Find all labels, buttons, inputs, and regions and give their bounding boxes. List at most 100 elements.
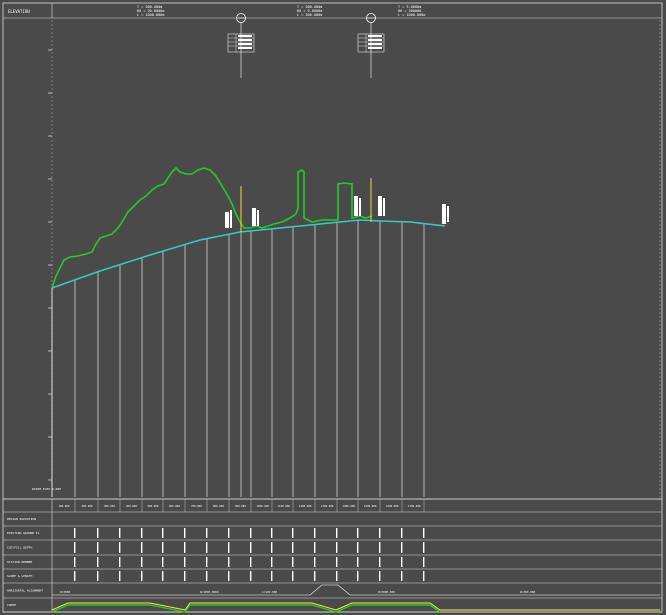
pi-marker-2[interactable] bbox=[366, 13, 376, 79]
table-value-mark bbox=[119, 557, 121, 567]
table-value-mark bbox=[97, 528, 99, 538]
station-value: 200.000 bbox=[82, 504, 93, 508]
station-value: 400.000 bbox=[126, 504, 137, 508]
curve-block-2: T = 300.000m R0 = 3.0000m L = 300.000m bbox=[297, 5, 322, 17]
info-box-2 bbox=[357, 33, 385, 53]
table-value-mark bbox=[250, 528, 252, 538]
table-value-mark bbox=[336, 571, 338, 581]
design-profile-line[interactable] bbox=[51, 219, 446, 289]
table-value-mark bbox=[228, 571, 230, 581]
svg-text:R0 = 300000: R0 = 300000 bbox=[398, 9, 421, 13]
table-value-mark bbox=[314, 542, 316, 553]
table-value-mark bbox=[401, 557, 403, 567]
svg-text:R0 = 3.0000m: R0 = 3.0000m bbox=[297, 9, 322, 13]
station-value: 700.000 bbox=[191, 504, 202, 508]
curve-block-3: T = 3.0000m R0 = 300000 L = 1000.000m bbox=[398, 5, 425, 17]
station-lines bbox=[74, 220, 425, 497]
curve-row-text: R=3000 bbox=[60, 590, 70, 594]
profile-annotation-1 bbox=[225, 210, 232, 228]
table-value-mark bbox=[423, 557, 425, 567]
table-value-mark bbox=[292, 528, 294, 538]
table-value-mark bbox=[97, 571, 99, 581]
table-value-mark bbox=[357, 542, 359, 553]
svg-text:R0 = 30.0000m: R0 = 30.0000m bbox=[137, 9, 164, 13]
table-value-mark bbox=[379, 571, 381, 581]
table-value-mark bbox=[314, 557, 316, 567]
table-value-mark bbox=[250, 571, 252, 581]
station-value: 800.000 bbox=[213, 504, 224, 508]
table-value-mark bbox=[423, 571, 425, 581]
svg-text:L = 300.000m: L = 300.000m bbox=[297, 13, 322, 17]
table-value-mark bbox=[357, 571, 359, 581]
svg-text:T = 300.000m: T = 300.000m bbox=[297, 5, 322, 9]
table-value-mark bbox=[206, 557, 208, 567]
table-row-label: EXISTING GROUND EL bbox=[7, 531, 40, 535]
curve-row-text: R=3000.000 bbox=[378, 590, 395, 594]
station-value: 600.000 bbox=[169, 504, 180, 508]
station-value: 900.000 bbox=[235, 504, 246, 508]
table-value-mark bbox=[206, 528, 208, 538]
table-value-mark bbox=[184, 528, 186, 538]
table-value-mark bbox=[228, 557, 230, 567]
table-value-mark bbox=[423, 542, 425, 553]
station-value: 500.000 bbox=[148, 504, 159, 508]
station-value: 1200.000 bbox=[299, 504, 312, 508]
table-value-mark bbox=[141, 557, 143, 567]
profile-annotation-4 bbox=[378, 196, 385, 216]
station-value: 300.000 bbox=[104, 504, 115, 508]
table-row-label: HORIZONTAL ALIGNMENT bbox=[7, 589, 43, 593]
table-value-mark bbox=[74, 542, 76, 553]
table-value-mark bbox=[336, 542, 338, 553]
station-value: 1500.000 bbox=[364, 504, 377, 508]
table-value-mark bbox=[141, 542, 143, 553]
table-value-mark bbox=[162, 542, 164, 553]
table-value-mark bbox=[314, 571, 316, 581]
curve-row-text: R=300.000 bbox=[520, 590, 535, 594]
table-value-mark bbox=[357, 528, 359, 538]
station-value: 1300.000 bbox=[321, 504, 334, 508]
table-value-mark bbox=[250, 542, 252, 553]
table-value-mark bbox=[250, 557, 252, 567]
curve-row-text: L=100.000 bbox=[262, 590, 277, 594]
profile-annotation-3 bbox=[354, 196, 361, 216]
table-value-mark bbox=[271, 542, 273, 553]
table-value-mark bbox=[141, 571, 143, 581]
table-value-mark bbox=[292, 542, 294, 553]
svg-text:T = 300.000m: T = 300.000m bbox=[137, 5, 162, 9]
table-value-mark bbox=[184, 571, 186, 581]
profile-annotation-2 bbox=[252, 208, 259, 226]
svg-text:L = 1000.000m: L = 1000.000m bbox=[137, 13, 164, 17]
table-value-mark bbox=[74, 571, 76, 581]
curve-block-1: T = 300.000m R0 = 30.0000m L = 1000.000m bbox=[137, 5, 164, 17]
table-value-mark bbox=[336, 528, 338, 538]
table-row-label: DESIGN ELEVATION bbox=[7, 517, 36, 521]
station-value: 1100.000 bbox=[278, 504, 291, 508]
table-value-mark bbox=[119, 528, 121, 538]
table-value-mark bbox=[401, 528, 403, 538]
table-value-mark bbox=[423, 528, 425, 538]
existing-ground-line[interactable] bbox=[51, 166, 373, 289]
table-value-mark bbox=[379, 557, 381, 567]
table-value-mark bbox=[206, 542, 208, 553]
curve-row-green-band bbox=[51, 604, 441, 613]
table-value-mark bbox=[379, 542, 381, 553]
table-value-mark bbox=[97, 542, 99, 553]
curve-row-yellow-line bbox=[51, 602, 660, 611]
horizontal-alignment-line bbox=[52, 584, 660, 596]
table-value-mark bbox=[74, 557, 76, 567]
pi-marker-1[interactable] bbox=[236, 13, 246, 79]
table-row-label: CUT/FILL DEPTH bbox=[7, 546, 32, 550]
table-value-mark bbox=[292, 557, 294, 567]
table-value-mark bbox=[184, 542, 186, 553]
profile-data-table: DESIGN ELEVATION EXISTING GROUND EL CUT/FI… bbox=[3, 498, 662, 613]
table-value-mark bbox=[228, 542, 230, 553]
header-title: ELEVATION bbox=[8, 9, 30, 14]
station-value: 100.000 bbox=[59, 504, 70, 508]
table-value-mark bbox=[271, 571, 273, 581]
table-value-mark bbox=[271, 557, 273, 567]
table-value-mark bbox=[97, 557, 99, 567]
table-value-mark bbox=[401, 571, 403, 581]
table-value-mark bbox=[141, 528, 143, 538]
